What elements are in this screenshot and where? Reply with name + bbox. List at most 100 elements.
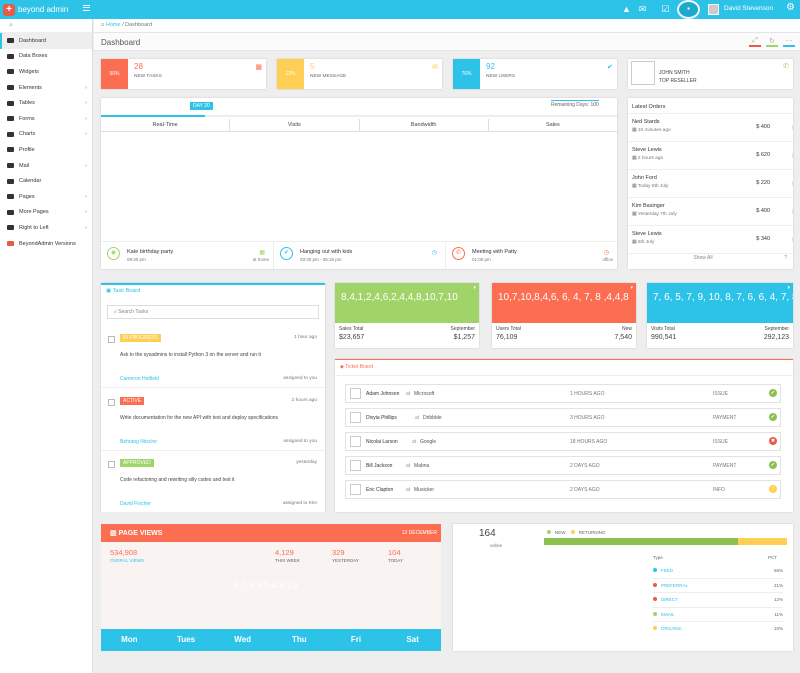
ticket-status-icon: ✖	[769, 437, 777, 445]
sidebar-item[interactable]: Charts ›	[0, 127, 92, 143]
order-row[interactable]: John Ford▦ Today 8th July$ 220›	[628, 170, 793, 198]
chevron-right-icon: ›	[85, 115, 87, 122]
ticket-row[interactable]: Nicolai Larson at Google 18 HOURS AGO ISSUE ✖	[345, 432, 781, 451]
ticket-avatar	[350, 484, 361, 495]
task-assignee[interactable]: Behrang Nitsche	[120, 438, 157, 445]
ticket-row[interactable]: Divyia Phillips at Dribbble 3 HOURS AGO PAYM…	[345, 408, 781, 427]
orders-title: Latest Orders	[632, 104, 666, 110]
phone-icon[interactable]: ✆	[783, 63, 789, 70]
task-assignee[interactable]: Cameron Hetfield	[120, 376, 159, 382]
ticket-time: 3 HOURS AGO	[570, 415, 605, 421]
order-row[interactable]: Steve Lewis▦ 2 hours ago$ 620›	[628, 142, 793, 170]
ticket-avatar	[350, 388, 361, 399]
task-item[interactable]: ACTIVE 2 hours ago Write documentation for…	[101, 389, 325, 451]
spark-label-left: Visits Total	[651, 326, 675, 332]
order-row[interactable]: Steve Lewis▦ 5th July$ 340›	[628, 226, 793, 254]
task-item[interactable]: APPROVED yesterday Code refactoring and re…	[101, 451, 325, 513]
sidebar-item[interactable]: Profile	[0, 142, 92, 158]
task-checkbox[interactable]	[108, 398, 115, 406]
user-name[interactable]: David Stevenson	[724, 5, 774, 12]
settings-gear-icon[interactable]: ⚙	[786, 2, 795, 13]
caret-icon[interactable]: ▾	[473, 285, 476, 291]
order-row[interactable]: Kim Basinger▦ Yesterday 7th July$ 400›	[628, 198, 793, 226]
event-title: Kate birthday party	[127, 249, 174, 255]
ticket-board-panel: ◆ Ticket Board Adam Johnson at Microsoft 1 …	[335, 359, 793, 512]
new-visitors-fill	[544, 538, 739, 545]
order-date: ▦ Yesterday 7th July	[632, 212, 793, 217]
sidebar-item-label: More Pages	[19, 209, 49, 216]
ticket-row[interactable]: Bill Jackson at Mabna 2 DAYS AGO PAYMENT ✔	[345, 456, 781, 475]
sidebar-item[interactable]: Dashboard	[0, 33, 92, 49]
sidebar-item[interactable]: BeyondAdmin Versions	[0, 236, 92, 252]
order-customer: Steve Lewis	[632, 231, 662, 237]
event-item[interactable]: ✆ Meeting with Patty 01:00 pm ◷ office	[445, 241, 617, 269]
ticket-status-icon: !	[769, 485, 777, 493]
events-row	[101, 241, 617, 242]
chat-icon[interactable]: ▪	[677, 0, 700, 19]
caret-icon[interactable]: ▾	[787, 285, 790, 291]
ticket-status-icon: ✔	[769, 389, 777, 397]
tab-3[interactable]: Sales	[487, 119, 617, 131]
order-row[interactable]: Ned Stards▦ 10 minutes ago$ 400›	[628, 114, 793, 142]
sidebar-item[interactable]: Widgets	[0, 64, 92, 80]
breadcrumb-home[interactable]: Home	[105, 22, 121, 28]
task-checkbox[interactable]	[108, 336, 115, 343]
help-icon[interactable]: ?	[784, 255, 787, 261]
caret-icon[interactable]: ▾	[630, 285, 633, 291]
yesterday-views-label: YESTERDAY	[332, 558, 359, 563]
tab-2[interactable]: Bandwidth	[358, 119, 488, 131]
day-badge: DAY 20	[190, 102, 213, 110]
more-icon[interactable]: ⋯	[783, 37, 795, 47]
chevron-right-icon: ›	[85, 84, 87, 91]
tasks-icon[interactable]: ☑	[661, 4, 670, 14]
fullscreen-icon[interactable]: ⤢	[749, 37, 761, 47]
sidebar-item[interactable]: Tables ›	[0, 95, 92, 111]
sidebar-item[interactable]: Elements ›	[0, 80, 92, 96]
avatar[interactable]	[708, 4, 719, 15]
event-type-icon: ▦	[259, 250, 265, 256]
brand-logo[interactable]: + beyond admin	[0, 0, 93, 19]
sidebar-item[interactable]: Pages ›	[0, 189, 92, 205]
sidebar-item[interactable]: Calendar	[0, 173, 92, 189]
spark-value-left: 76,109	[496, 334, 518, 341]
stat-label: NEW MESSAGE	[310, 74, 347, 79]
nav-icon	[7, 178, 14, 184]
spark-box: 10,7,10,8,4,6, 6, 4, 7, 8 ,4,4,8 ▾ Users T…	[492, 283, 636, 348]
tab-1[interactable]: Visits	[229, 119, 358, 131]
search-icon: ⌕	[114, 309, 119, 315]
sidebar-item[interactable]: Mail ›	[0, 158, 92, 174]
traffic-pct: 65%	[773, 568, 783, 573]
sidebar-item-label: Right to Left	[19, 224, 49, 231]
task-assignee[interactable]: David Fincher	[120, 501, 151, 507]
task-checkbox[interactable]	[108, 461, 115, 468]
mail-icon[interactable]: ✉	[638, 4, 647, 14]
event-item[interactable]: ◉ Kate birthday party 08:30 pm ▦ at home	[101, 241, 273, 269]
breadcrumb-current: Dashboard	[125, 22, 153, 28]
sidebar-item[interactable]: Forms ›	[0, 111, 92, 127]
traffic-type: EMAIL	[661, 611, 675, 617]
sidebar-toggle-icon[interactable]	[83, 5, 90, 11]
calendar-icon: ▦	[632, 212, 638, 217]
refresh-icon[interactable]: ↻	[766, 37, 778, 47]
sidebar-item[interactable]: Data Boxes	[0, 49, 92, 65]
show-all-link[interactable]: Show All	[693, 255, 713, 261]
ticket-row[interactable]: Eric Clapton at Musicker 2 DAYS AGO INFO!	[345, 480, 781, 499]
event-type-icon: ◷	[603, 250, 609, 256]
type-header: Type	[653, 555, 663, 560]
page-title: Dashboard	[101, 38, 141, 47]
nav-icon	[7, 85, 14, 91]
event-item[interactable]: ✔ Hanging out with kids 03:30 pm - 05:15 p…	[273, 241, 445, 269]
visitors-legend: NEW RETURNING	[547, 530, 606, 535]
sidebar-search-icon[interactable]: ⌕	[0, 19, 92, 33]
chevron-right-icon: ›	[85, 224, 87, 231]
order-price: $ 340	[756, 236, 770, 242]
alert-icon[interactable]: ▲	[622, 4, 631, 14]
gift-icon: ◉	[107, 247, 120, 260]
nav-icon	[7, 163, 14, 169]
sidebar-item[interactable]: More Pages ›	[0, 205, 92, 221]
task-item[interactable]: IN PROGRESS 1 hour ago Ask to the sysadmin…	[101, 326, 325, 388]
tab-0[interactable]: Real-Time	[101, 119, 230, 131]
ticket-row[interactable]: Adam Johnson at Microsoft 1 HOURS AGO ISSUE ✔	[345, 384, 781, 403]
task-search-input[interactable]: ⌕ Search Tasks	[107, 305, 319, 319]
sidebar-item[interactable]: Right to Left ›	[0, 220, 92, 236]
